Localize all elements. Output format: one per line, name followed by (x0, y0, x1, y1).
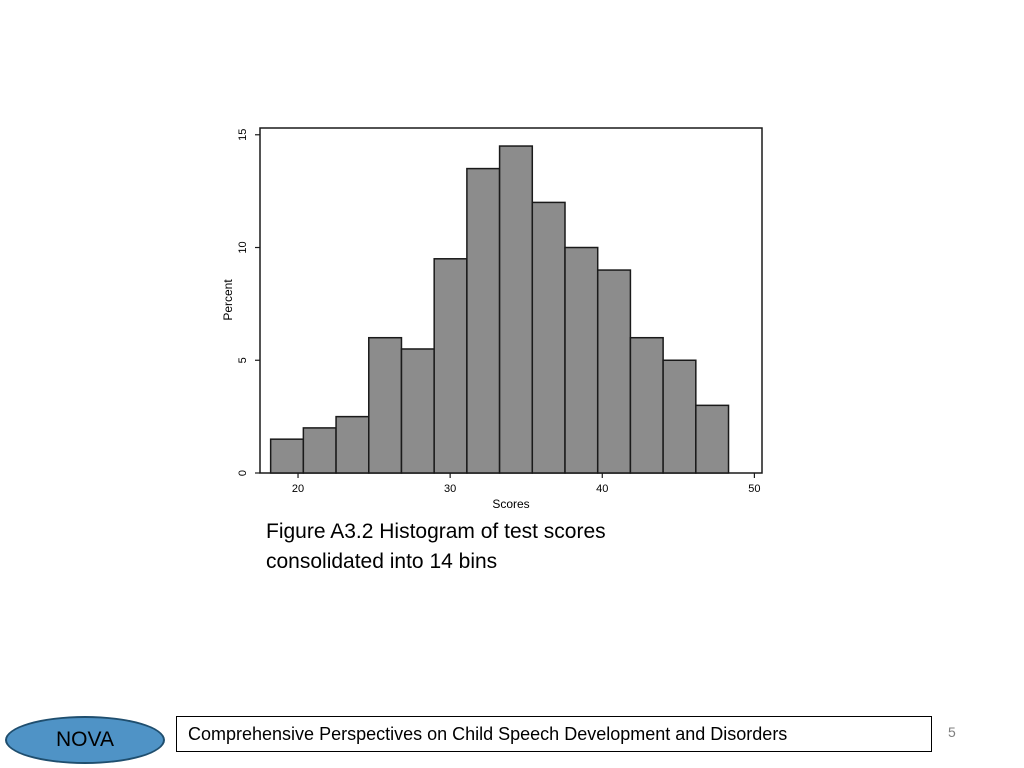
histogram-chart: 0 5 10 15 20 30 40 50 Scores Percent (221, 127, 763, 511)
x-tick-label: 40 (596, 483, 608, 495)
bars-layer (269, 145, 730, 474)
histogram-bar (498, 145, 534, 474)
histogram-bar (531, 201, 566, 474)
histogram-bar (695, 404, 730, 474)
histogram-bar (400, 348, 435, 474)
x-tick-label: 30 (444, 483, 456, 495)
y-tick-label: 10 (237, 241, 249, 253)
x-tick-label: 50 (748, 483, 760, 495)
y-axis: 0 5 10 15 (237, 129, 260, 476)
histogram-bar (596, 269, 632, 474)
caption-line-2: consolidated into 14 bins (266, 550, 498, 573)
histogram-bar (335, 415, 370, 474)
histogram-bar (466, 167, 501, 474)
histogram-bar (564, 246, 599, 474)
histogram-bar (302, 427, 337, 474)
x-tick-label: 20 (292, 483, 304, 495)
y-tick-label: 5 (237, 357, 249, 363)
y-axis-label: Percent (221, 279, 235, 321)
histogram-bar (662, 359, 697, 474)
histogram-bar (629, 336, 664, 474)
caption-line-1: Figure A3.2 Histogram of test scores (266, 520, 606, 543)
histogram-bar (433, 258, 468, 474)
footer-title-box: Comprehensive Perspectives on Child Spee… (176, 716, 932, 752)
x-axis: 20 30 40 50 (292, 473, 761, 495)
histogram-bar (269, 438, 305, 474)
histogram-bar (368, 336, 403, 474)
footer-title: Comprehensive Perspectives on Child Spee… (188, 723, 788, 744)
x-axis-label: Scores (492, 497, 529, 511)
nova-logo: NOVA (5, 716, 165, 764)
y-tick-label: 15 (237, 129, 249, 141)
figure-caption: Figure A3.2 Histogram of test scores con… (266, 517, 686, 577)
nova-logo-text: NOVA (56, 728, 114, 751)
page-number: 5 (948, 724, 956, 740)
y-tick-label: 0 (237, 470, 249, 476)
